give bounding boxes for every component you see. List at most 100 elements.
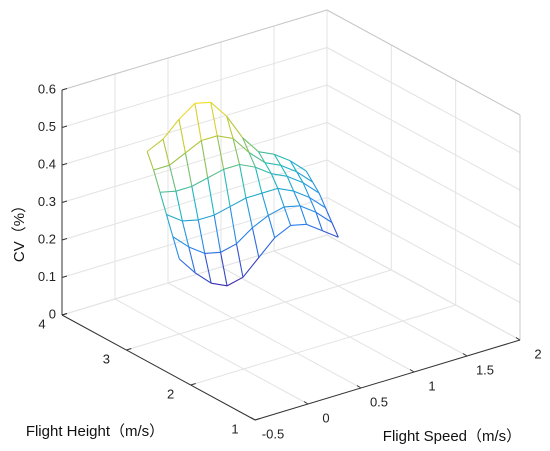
mesh-edge: [277, 188, 285, 208]
z-tick: [61, 88, 68, 91]
grid-line: [326, 197, 521, 303]
mesh-edge: [318, 192, 326, 208]
y-tick-label: 3: [103, 351, 110, 366]
mesh-edge: [178, 119, 186, 154]
y-tick-label: 1: [231, 421, 238, 436]
mesh-edge: [299, 205, 317, 213]
mesh-edge: [220, 243, 237, 253]
mesh-edge: [194, 272, 212, 284]
mesh-edge: [289, 160, 298, 173]
mesh-edge: [257, 151, 266, 163]
mesh-edge: [252, 215, 269, 229]
grid-line: [326, 159, 521, 266]
mesh-edge: [309, 197, 326, 209]
mesh-edge: [204, 253, 212, 284]
y-tick-label: 2: [167, 386, 174, 401]
x-tick-label: 1.5: [476, 362, 494, 377]
y-axis-label: Flight Height（m/s）: [26, 423, 164, 440]
mesh-edge: [204, 251, 221, 254]
mesh-edge: [309, 197, 317, 213]
z-tick-label: 0: [49, 306, 56, 321]
mesh-edge: [286, 176, 295, 192]
x-axis-label: Flight Speed（m/s）: [383, 428, 521, 445]
mesh-edge: [289, 160, 307, 172]
mesh-edge: [302, 182, 311, 198]
mesh-edge: [178, 258, 196, 274]
mesh-edge: [188, 246, 205, 254]
mesh-edge: [181, 220, 190, 248]
mesh-edge: [217, 135, 234, 140]
mesh-edge: [146, 151, 155, 171]
mesh-edge: [293, 190, 310, 199]
grid-line: [61, 122, 328, 203]
mesh-edge: [238, 164, 247, 199]
mesh-edge: [284, 205, 301, 208]
z-tick-label: 0.3: [38, 194, 56, 209]
mesh-edge: [213, 206, 231, 216]
mesh-edge: [211, 282, 228, 287]
mesh-edge: [242, 137, 250, 153]
x-tick-label: -0.5: [262, 426, 284, 441]
mesh-edge: [172, 236, 180, 260]
mesh-edge: [207, 168, 224, 179]
mesh-edge: [258, 237, 276, 258]
mesh-edge: [226, 116, 234, 139]
grid-line: [126, 269, 392, 351]
grid-line: [326, 234, 521, 341]
grid-line: [61, 197, 328, 278]
mesh-edge: [302, 182, 320, 194]
mesh-edge: [270, 173, 279, 189]
mesh-edge: [277, 187, 294, 192]
mesh-edge: [331, 222, 339, 238]
mesh-edge: [287, 175, 304, 184]
grid-line: [167, 282, 362, 389]
mesh-edge: [232, 138, 241, 165]
mesh-edge: [184, 152, 193, 187]
z-tick: [61, 275, 68, 278]
grid-line: [273, 250, 468, 357]
x-tick: [409, 369, 415, 373]
grid-line: [326, 122, 521, 228]
mesh-edge: [258, 151, 275, 155]
mesh-edge: [296, 171, 313, 183]
mesh-edge: [146, 138, 164, 152]
mesh-edge: [251, 227, 260, 258]
mesh-edge: [201, 135, 218, 142]
z-tick-label: 0.1: [38, 269, 56, 284]
y-tick: [254, 418, 261, 421]
mesh-edge: [283, 206, 292, 226]
mesh-edge: [226, 115, 244, 139]
mesh-edge: [165, 214, 174, 237]
grid-line: [326, 47, 521, 153]
mesh-edge: [242, 137, 259, 153]
grid-line: [61, 84, 328, 166]
mesh-edge: [162, 119, 180, 140]
mesh-edge: [159, 190, 176, 193]
mesh-edge: [299, 205, 308, 225]
y-tick-label: 4: [38, 316, 45, 331]
x-tick: [515, 337, 521, 341]
mesh-edge: [168, 165, 177, 192]
mesh-edge: [191, 177, 208, 187]
mesh-edge: [268, 206, 285, 216]
mesh-edge: [220, 252, 228, 286]
mesh-edge: [312, 181, 320, 194]
mesh-edge: [194, 101, 211, 104]
mesh-edge: [261, 193, 269, 216]
mesh-edge: [175, 185, 192, 192]
y-tick: [190, 383, 196, 386]
mesh-edge: [280, 164, 297, 173]
mesh-edge: [232, 138, 250, 153]
mesh-edge: [324, 207, 333, 223]
mesh-edge: [248, 152, 256, 168]
mesh-edge: [271, 173, 288, 177]
mesh-edge: [172, 236, 190, 248]
mesh-edge: [255, 166, 272, 175]
z-tick-label: 0.6: [38, 81, 56, 96]
grid-line: [114, 298, 309, 405]
mesh-edge: [198, 214, 215, 221]
z-tick-label: 0.2: [38, 231, 56, 246]
mesh-edge: [153, 164, 170, 171]
mesh-edge: [178, 102, 196, 120]
mesh-edge: [194, 103, 202, 141]
